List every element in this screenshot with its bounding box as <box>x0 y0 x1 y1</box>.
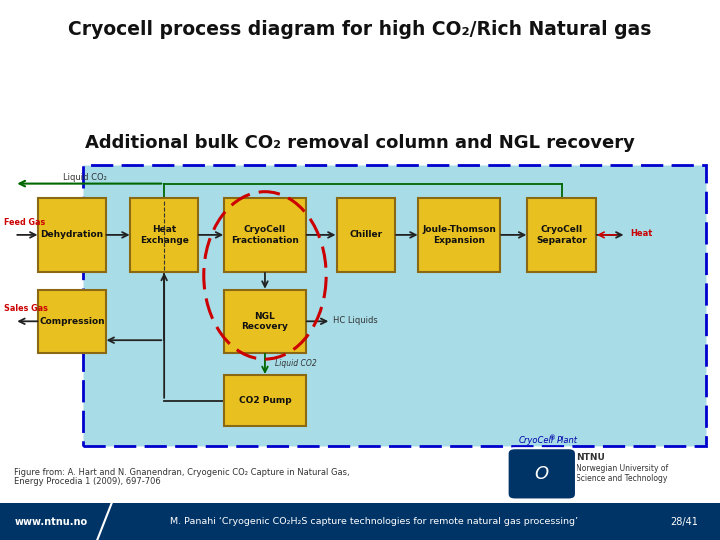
FancyBboxPatch shape <box>527 198 596 272</box>
Text: CryoCell: CryoCell <box>518 436 554 444</box>
Text: Liquid CO2: Liquid CO2 <box>275 359 317 368</box>
FancyBboxPatch shape <box>224 290 306 353</box>
Text: Sales Gas: Sales Gas <box>4 305 48 313</box>
FancyBboxPatch shape <box>508 448 576 500</box>
FancyBboxPatch shape <box>38 290 106 353</box>
Text: Chiller: Chiller <box>349 231 382 239</box>
Text: www.ntnu.no: www.ntnu.no <box>14 517 88 526</box>
Text: Additional bulk CO₂ removal column and NGL recovery: Additional bulk CO₂ removal column and N… <box>85 134 635 152</box>
Text: M. Panahi ‘Cryogenic CO₂H₂S capture technologies for remote natural gas processi: M. Panahi ‘Cryogenic CO₂H₂S capture tech… <box>171 517 578 526</box>
Text: Energy Procedia 1 (2009), 697-706: Energy Procedia 1 (2009), 697-706 <box>14 477 161 486</box>
Text: CryoCell
Separator: CryoCell Separator <box>536 225 587 245</box>
Text: 28/41: 28/41 <box>670 517 698 526</box>
Text: Figure from: A. Hart and N. Gnanendran, Cryogenic CO₂ Capture in Natural Gas,: Figure from: A. Hart and N. Gnanendran, … <box>14 468 350 477</box>
FancyBboxPatch shape <box>418 198 500 272</box>
Text: CryoCell
Fractionation: CryoCell Fractionation <box>231 225 299 245</box>
Text: Feed Gas: Feed Gas <box>4 218 45 227</box>
Text: CO2 Pump: CO2 Pump <box>238 396 292 405</box>
Text: Heat
Exchange: Heat Exchange <box>140 225 189 245</box>
FancyBboxPatch shape <box>224 198 306 272</box>
Text: Compression: Compression <box>39 317 105 326</box>
FancyBboxPatch shape <box>130 198 198 272</box>
Text: Liquid CO₂: Liquid CO₂ <box>63 173 107 181</box>
Text: Science and Technology: Science and Technology <box>576 474 667 483</box>
FancyBboxPatch shape <box>337 198 395 272</box>
Text: HC Liquids: HC Liquids <box>333 316 378 325</box>
FancyBboxPatch shape <box>0 503 720 540</box>
Text: Plant: Plant <box>557 436 577 444</box>
Text: NGL
Recovery: NGL Recovery <box>241 312 289 331</box>
Text: Norwegian University of: Norwegian University of <box>576 464 668 472</box>
Text: NTNU: NTNU <box>576 454 605 462</box>
Text: ®: ® <box>549 435 556 442</box>
Text: O: O <box>535 465 549 483</box>
FancyBboxPatch shape <box>83 165 706 446</box>
Text: Heat: Heat <box>630 230 652 238</box>
FancyBboxPatch shape <box>224 375 306 426</box>
Text: Cryocell process diagram for high CO₂/Rich Natural gas: Cryocell process diagram for high CO₂/Ri… <box>68 20 652 39</box>
Text: Joule-Thomson
Expansion: Joule-Thomson Expansion <box>423 225 496 245</box>
Text: Dehydration: Dehydration <box>40 231 104 239</box>
FancyBboxPatch shape <box>38 198 106 272</box>
